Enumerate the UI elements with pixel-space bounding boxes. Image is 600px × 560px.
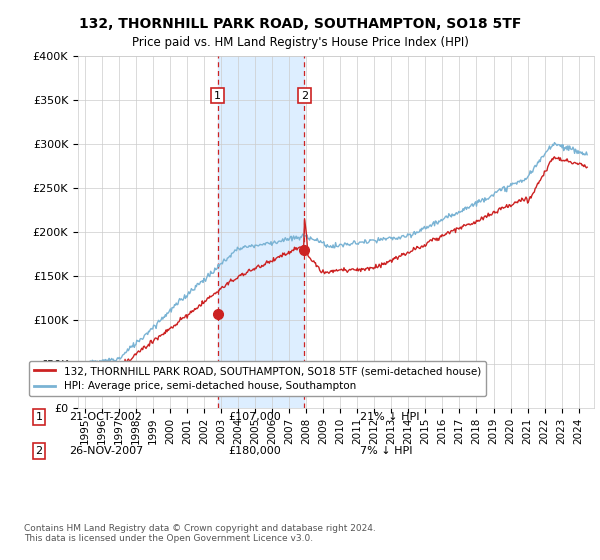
Legend: 132, THORNHILL PARK ROAD, SOUTHAMPTON, SO18 5TF (semi-detached house), HPI: Aver: 132, THORNHILL PARK ROAD, SOUTHAMPTON, S… bbox=[29, 361, 486, 396]
Text: 2: 2 bbox=[35, 446, 43, 456]
Text: 132, THORNHILL PARK ROAD, SOUTHAMPTON, SO18 5TF: 132, THORNHILL PARK ROAD, SOUTHAMPTON, S… bbox=[79, 17, 521, 31]
Text: 26-NOV-2007: 26-NOV-2007 bbox=[69, 446, 143, 456]
Text: 2: 2 bbox=[301, 91, 308, 101]
Text: 21% ↓ HPI: 21% ↓ HPI bbox=[360, 412, 419, 422]
Bar bbox=[218, 56, 304, 408]
Text: Contains HM Land Registry data © Crown copyright and database right 2024.
This d: Contains HM Land Registry data © Crown c… bbox=[24, 524, 376, 543]
Text: 7% ↓ HPI: 7% ↓ HPI bbox=[360, 446, 413, 456]
Text: £107,000: £107,000 bbox=[228, 412, 281, 422]
Text: 21-OCT-2002: 21-OCT-2002 bbox=[69, 412, 142, 422]
Text: 1: 1 bbox=[214, 91, 221, 101]
Text: £180,000: £180,000 bbox=[228, 446, 281, 456]
Text: Price paid vs. HM Land Registry's House Price Index (HPI): Price paid vs. HM Land Registry's House … bbox=[131, 36, 469, 49]
Text: 1: 1 bbox=[35, 412, 43, 422]
